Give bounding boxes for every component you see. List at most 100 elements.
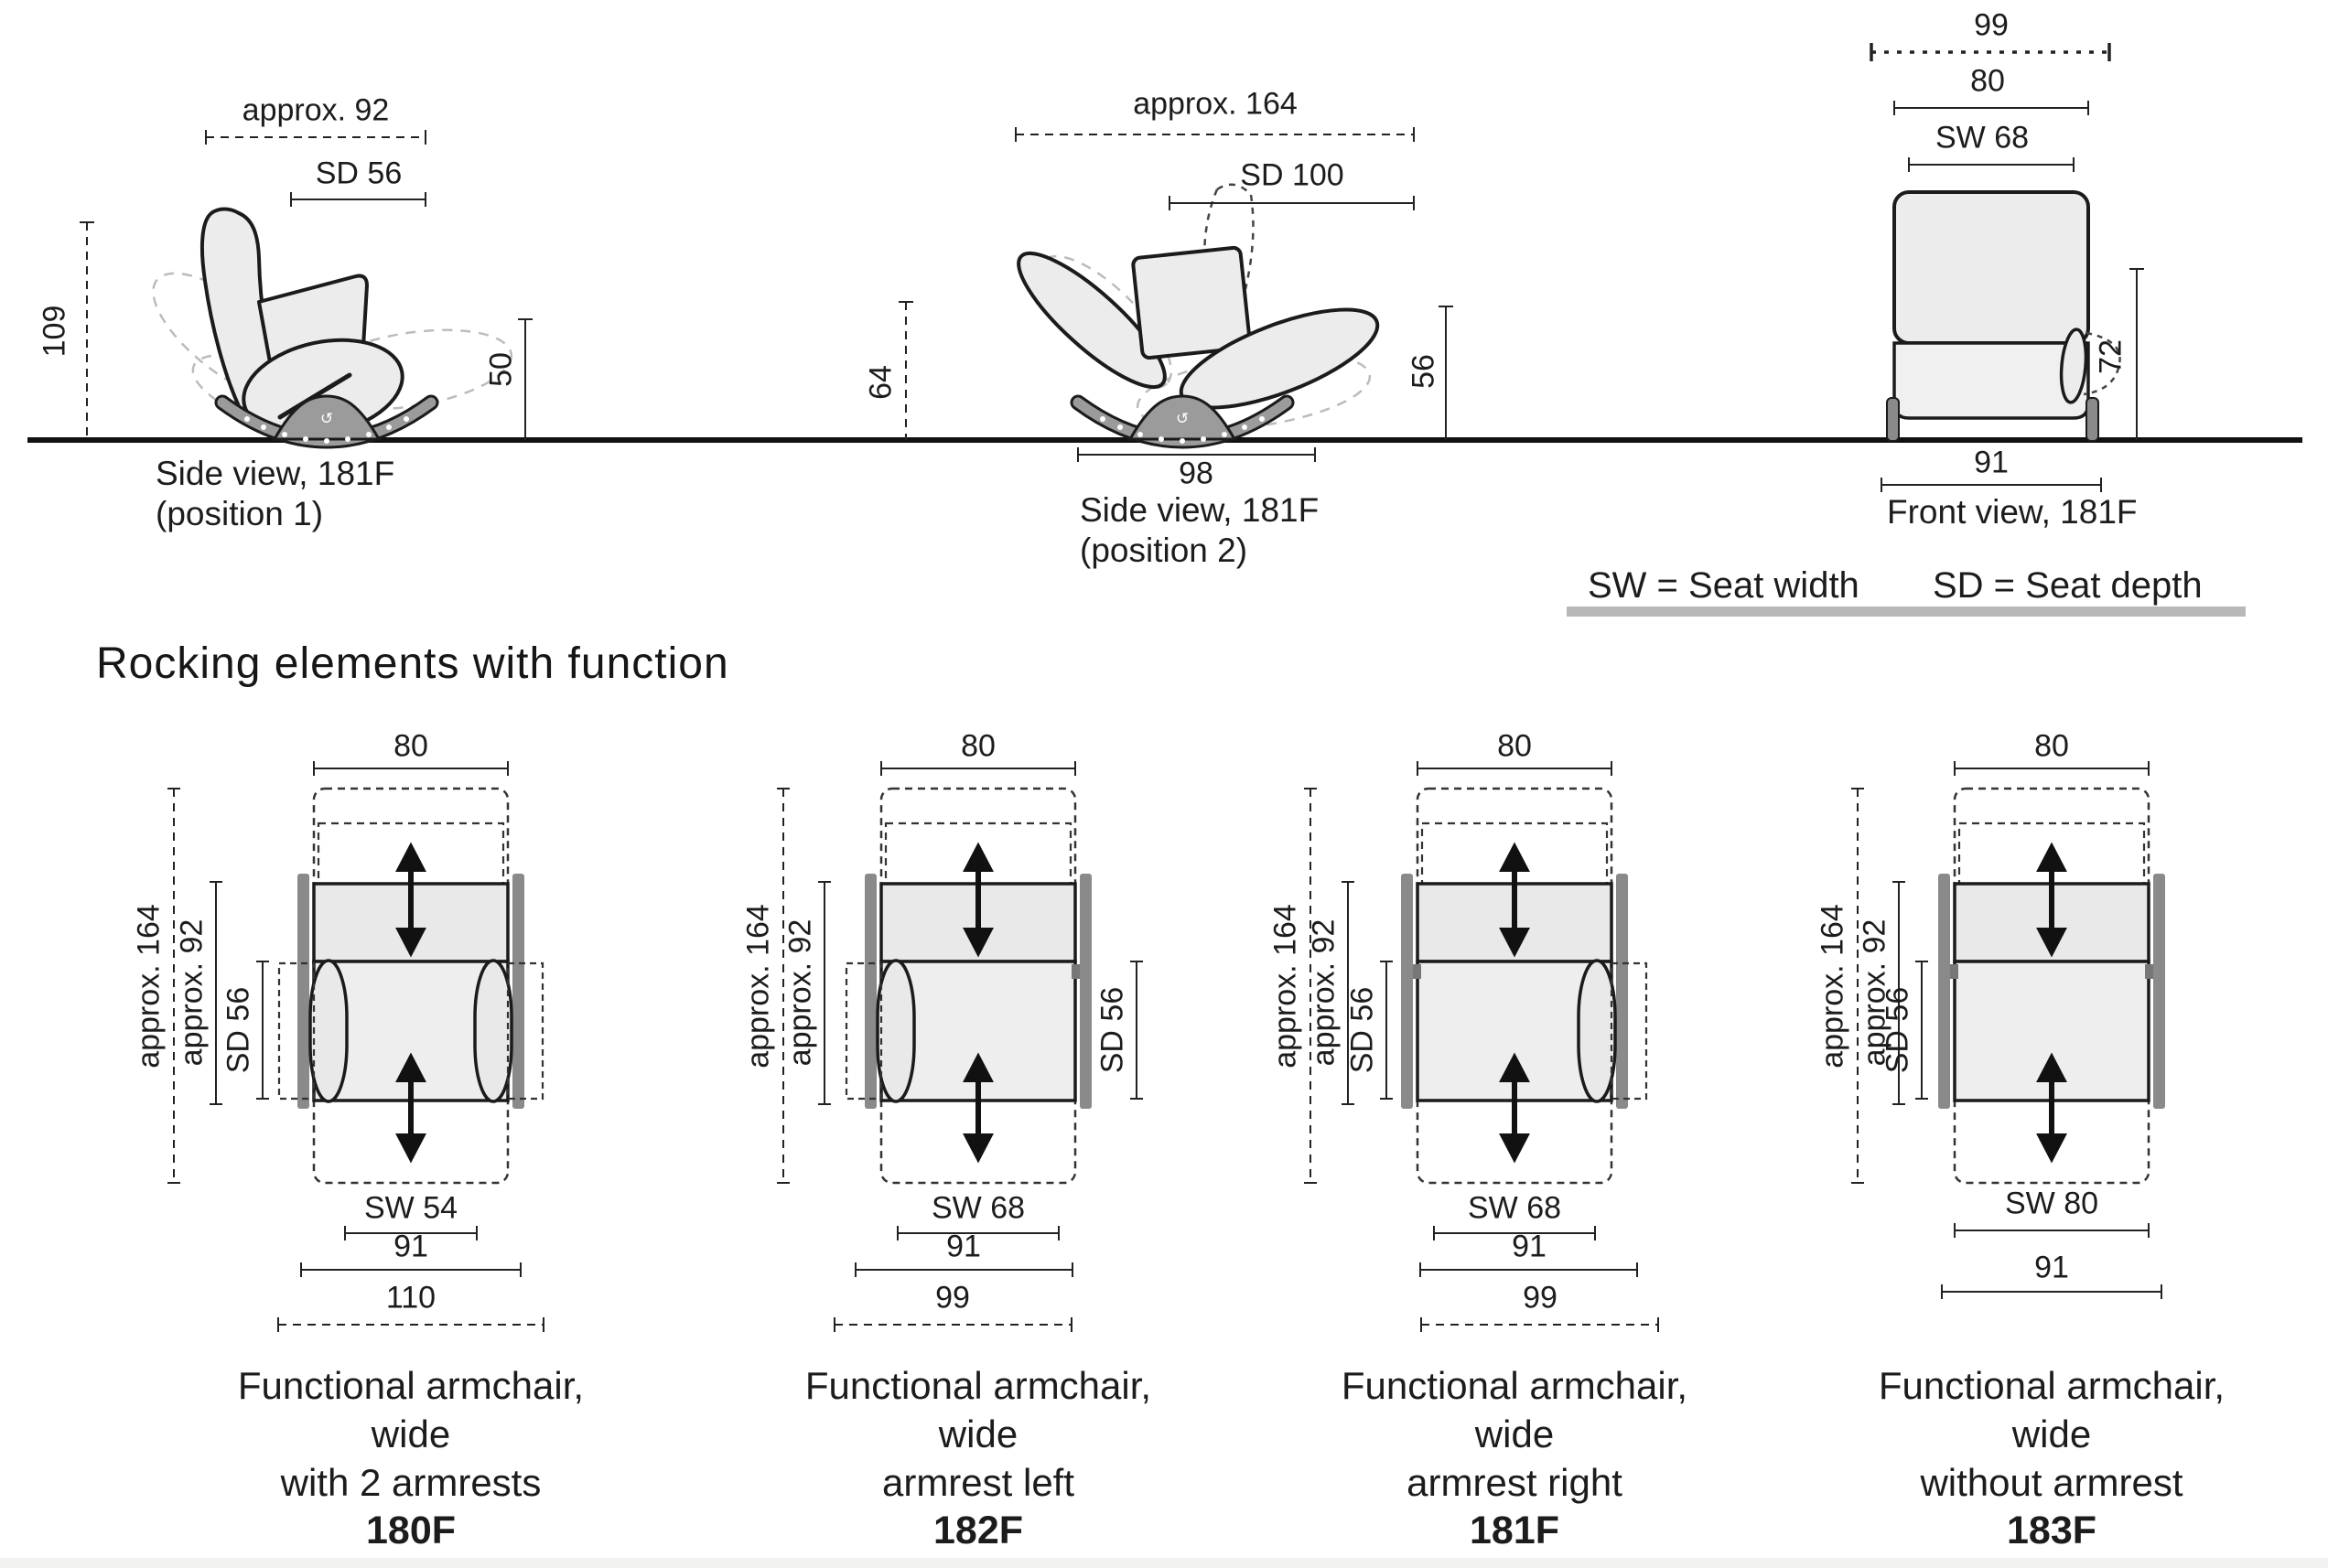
front-view-caption: Front view, 181F [1887,493,2138,531]
armrest-left [308,959,349,1103]
dims-182F [777,761,1143,1332]
legend-sw: SW = Seat width [1588,565,1859,606]
product-name-line: Functional armchair, [237,1364,585,1407]
dims-183F [1851,761,2162,1299]
product-name-line: wide [371,1412,451,1455]
armrest-right [473,959,513,1103]
product-caption-180F: Functional armchair, wide with 2 armrest… [155,1361,667,1555]
dim-label-seat-width: SW 80 [2004,1186,2099,1221]
armrest [2059,328,2088,404]
dim-label-top-width: 80 [2034,728,2069,764]
rocker-base [1070,394,1295,449]
dim-label-top-width: 80 [1497,728,1532,764]
top-view-181F [1304,761,1659,1332]
product-caption-183F: Functional armchair, wide without armres… [1795,1361,2308,1555]
backrest-reclined-outline [1420,822,1609,903]
product-caption-181F: Functional armchair, wide armrest right … [1258,1361,1771,1555]
dim-label-overall-width: 99 [1523,1280,1557,1316]
side-view-1-caption: Side view, 181F (position 1) [156,454,394,534]
swivel-icon: ↺ [319,410,334,427]
recline-arrows [963,842,994,1164]
product-name-line: Functional armchair, [1878,1364,2226,1407]
product-name-line: armrest left [881,1461,1075,1504]
product-name-line: Functional armchair, [804,1364,1152,1407]
dim-label-base-width: 91 [393,1229,428,1264]
recline-arrows [1499,842,1530,1164]
armrest-seam [277,372,352,420]
backrest-ghost-outline [1202,183,1255,290]
back-panel [1131,245,1252,360]
dims-180F [167,761,544,1332]
rocker-rail-right [2153,874,2165,1109]
legend-underline [1567,607,2246,617]
rocker-rail-left [1938,874,1950,1109]
recline-arrows [2036,842,2067,1164]
dim-label-overall-width: approx. 92 [242,92,390,128]
dim-label-seat-depth: SD 100 [1240,157,1344,193]
caption-line: Side view, 181F [1080,491,1320,529]
dim-label-top-width: 80 [961,728,996,764]
rocker-dots [1100,416,1265,444]
product-name-line: wide [938,1412,1018,1455]
product-name-line: wide [1474,1412,1555,1455]
top-view-183F [1851,761,2165,1299]
product-name-line: wide [2011,1412,2092,1455]
product-caption-182F: Functional armchair, wide armrest left 1… [722,1361,1234,1555]
armrest-fold-outline-left [845,961,883,1101]
product-name-line: with 2 armrests [280,1461,542,1504]
product-model: 180F [365,1509,456,1552]
legend-sd: SD = Seat depth [1933,565,2203,606]
dim-label-overall-width: 99 [1974,7,2009,43]
armrest-fold-outline-right [506,961,544,1101]
dim-label-seat-height: 56 [1406,354,1441,389]
page-bottom-band [0,1558,2328,1568]
backrest-reclined-outline [1957,822,2146,903]
armrest-right [1577,959,1617,1103]
dims-side-1 [80,130,533,440]
swivel-icon: ↺ [1175,410,1190,427]
dim-label-seat-depth: SD 56 [1880,986,1915,1074]
dim-label-seat-width: SW 68 [931,1190,1026,1226]
dim-label-body-length: approx. 92 [1306,918,1342,1067]
front-view-drawing [1870,43,2144,492]
recline-arrows [395,842,426,1164]
product-model: 183F [2006,1509,2096,1552]
backrest-reclined [1017,251,1167,390]
product-name-line: without armrest [1920,1461,2183,1504]
dim-label-seat-width: SW 68 [1467,1190,1562,1226]
armrest-fold-outline-right [1610,961,1648,1101]
dim-label-overall-width: 99 [935,1280,970,1316]
dim-label-base-width: 91 [1974,445,2009,480]
armrest-left [876,959,916,1103]
hinge-notch-right [2145,964,2153,979]
dim-label-seat-width: SW 54 [363,1190,458,1226]
dim-label-overall-length: approx. 164 [1815,904,1850,1069]
top-view-180F [167,761,544,1332]
product-name-line: armrest right [1406,1461,1622,1504]
top-view-182F [777,761,1143,1332]
dim-label-height: 72 [2093,339,2129,374]
product-name-line: Functional armchair, [1341,1364,1688,1407]
rocker-rail-left [865,874,877,1109]
product-model: 181F [1469,1509,1559,1552]
rocker-mound [272,394,382,441]
dim-label-top-width: 80 [393,728,428,764]
dim-label-overall-width: 110 [385,1280,436,1316]
armchair-front [1892,190,2090,420]
armrest-fold-outline-left [277,961,316,1101]
rocker-rail-right [512,874,524,1109]
rocker-mound [1127,394,1237,441]
side-view-1-drawing [80,130,533,449]
hinge-notch-right [1072,964,1080,979]
dim-label-back-height: 64 [863,365,899,400]
dim-label-overall-length: approx. 164 [1267,904,1303,1069]
leg-left [1886,397,1900,442]
dim-label-seat-depth: SD 56 [315,156,403,191]
dim-label-body-length: approx. 92 [174,918,210,1067]
rocker-rail-right [1616,874,1628,1109]
dim-label-base-width: 98 [1179,456,1213,491]
rocker-rail-left [297,874,309,1109]
dim-label-overall-length: approx. 164 [740,904,776,1069]
leg-right [2086,397,2099,442]
